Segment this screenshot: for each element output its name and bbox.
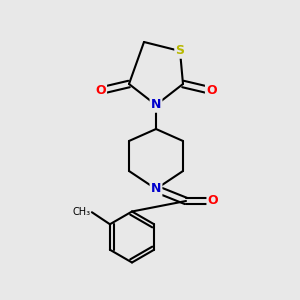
Text: CH₃: CH₃ bbox=[72, 207, 90, 217]
Text: N: N bbox=[151, 98, 161, 112]
Text: O: O bbox=[208, 194, 218, 208]
Text: S: S bbox=[176, 44, 184, 58]
Text: N: N bbox=[151, 182, 161, 196]
Text: O: O bbox=[95, 83, 106, 97]
Text: O: O bbox=[206, 83, 217, 97]
